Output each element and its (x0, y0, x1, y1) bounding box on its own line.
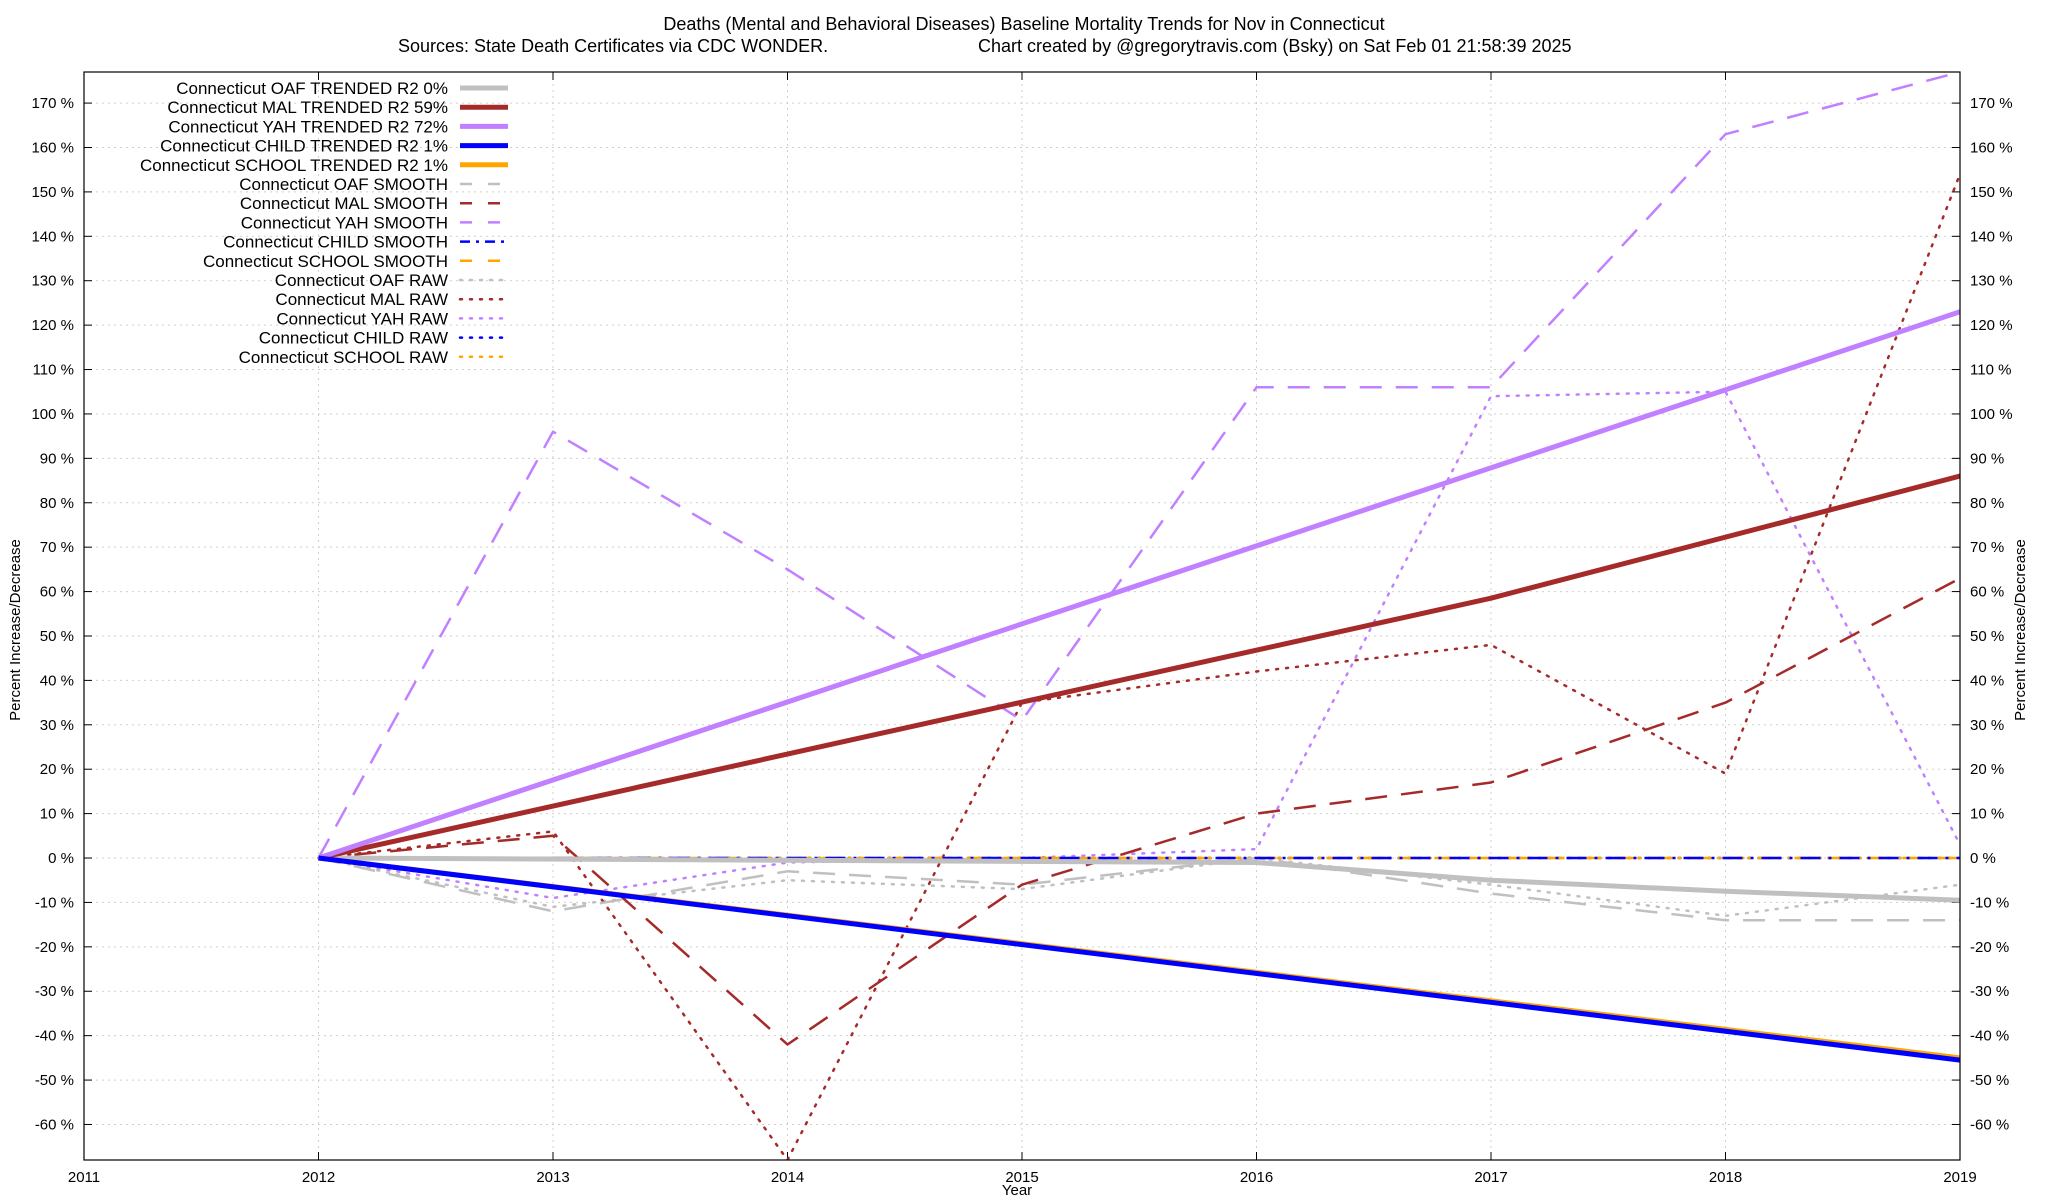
y-tick-label-right: 90 % (1970, 450, 2004, 467)
y-tick-label-left: 110 % (33, 362, 74, 379)
y-tick-label-right: 50 % (1970, 628, 2004, 645)
y-axis-label-right: Percent Increase/Decrease (2012, 539, 2029, 721)
y-tick-label-left: 170 % (31, 95, 74, 112)
legend: Connecticut OAF TRENDED R2 0%Connecticut… (140, 79, 510, 367)
series-line (317, 309, 1960, 861)
chart-subtitle-source: Sources: State Death Certificates via CD… (398, 36, 828, 56)
legend-label: Connecticut OAF RAW (275, 271, 448, 290)
series-line (317, 72, 1960, 859)
y-tick-label-right: 20 % (1970, 761, 2004, 778)
y-tick-label-right: 140 % (1970, 228, 2013, 245)
y-tick-label-right: 80 % (1970, 495, 2004, 512)
y-tick-label-left: 30 % (40, 717, 74, 734)
y-tick-label-right: 40 % (1970, 672, 2004, 689)
plot-frame (83, 71, 1961, 1161)
y-tick-label-left: 10 % (40, 806, 74, 823)
x-tick-label: 2016 (1240, 1169, 1273, 1186)
y-tick-label-left: -40 % (35, 1028, 74, 1045)
y-tick-label-left: 20 % (40, 761, 74, 778)
legend-label: Connecticut SCHOOL SMOOTH (203, 252, 448, 271)
series-line (318, 855, 1960, 903)
x-axis-label: Year (1002, 1182, 1032, 1199)
legend-label: Connecticut YAH SMOOTH (241, 213, 448, 232)
y-tick-label-left: 80 % (40, 495, 74, 512)
x-tick-label: 2012 (302, 1169, 335, 1186)
y-tick-label-left: 60 % (40, 584, 74, 601)
y-tick-label-left: -20 % (35, 939, 74, 956)
y-tick-label-left: 70 % (40, 539, 74, 556)
y-tick-label-left: 130 % (31, 273, 74, 290)
legend-label: Connecticut OAF TRENDED R2 0% (176, 79, 448, 98)
legend-label: Connecticut YAH TRENDED R2 72% (168, 117, 448, 136)
y-tick-label-left: 50 % (40, 628, 74, 645)
legend-label: Connecticut OAF SMOOTH (239, 175, 448, 194)
x-tick-label: 2019 (1943, 1169, 1976, 1186)
legend-label: Connecticut CHILD RAW (259, 329, 448, 348)
x-tick-label: 2018 (1709, 1169, 1742, 1186)
y-tick-label-right: -20 % (1970, 939, 2009, 956)
y-tick-label-right: 110 % (1970, 362, 2011, 379)
x-tick-label: 2015 (1005, 1169, 1038, 1186)
series-line (317, 856, 1960, 918)
y-tick-label-right: -30 % (1970, 983, 2009, 1000)
y-tick-label-left: -10 % (35, 894, 74, 911)
y-tick-label-right: -60 % (1970, 1116, 2009, 1133)
series-line (317, 473, 1960, 861)
y-tick-label-right: 100 % (1970, 406, 2013, 423)
chart-title: Deaths (Mental and Behavioral Diseases) … (663, 14, 1384, 34)
y-tick-label-left: 150 % (31, 184, 74, 201)
y-tick-label-right: -50 % (1970, 1072, 2009, 1089)
legend-label: Connecticut SCHOOL RAW (239, 348, 448, 367)
y-tick-label-right: 120 % (1970, 317, 2013, 334)
y-tick-label-left: -50 % (35, 1072, 74, 1089)
y-tick-label-right: 160 % (1970, 139, 2013, 156)
chart-subtitle-credit: Chart created by @gregorytravis.com (Bsk… (978, 36, 1572, 56)
legend-label: Connecticut MAL SMOOTH (240, 194, 448, 213)
y-tick-label-right: -10 % (1970, 894, 2009, 911)
y-tick-label-right: 170 % (1970, 95, 2013, 112)
x-tick-label: 2017 (1474, 1169, 1507, 1186)
x-tick-label: 2013 (536, 1169, 569, 1186)
legend-label: Connecticut CHILD SMOOTH (223, 233, 448, 252)
y-tick-label-left: 120 % (31, 317, 74, 334)
y-tick-label-right: 0 % (1970, 850, 1996, 867)
series-line (317, 390, 1960, 900)
y-tick-label-left: -60 % (35, 1116, 74, 1133)
legend-label: Connecticut YAH RAW (276, 309, 448, 328)
y-tick-label-left: 100 % (31, 406, 74, 423)
y-tick-label-left: 140 % (31, 228, 74, 245)
y-tick-label-right: 130 % (1970, 273, 2013, 290)
series-line (318, 855, 1960, 1063)
axis-ticks: 2011 2012 2013 2014 2015 2016 2017 2018 2019 -60 … (31, 72, 2013, 1186)
x-tick-label: 2014 (771, 1169, 804, 1186)
legend-label: Connecticut SCHOOL TRENDED R2 1% (140, 156, 448, 175)
y-tick-label-right: -40 % (1970, 1028, 2009, 1045)
legend-label: Connecticut CHILD TRENDED R2 1% (160, 137, 448, 156)
series-lines (317, 72, 1960, 1160)
y-tick-label-left: 90 % (40, 450, 74, 467)
legend-label: Connecticut MAL TRENDED R2 59% (167, 98, 448, 117)
y-tick-label-right: 10 % (1970, 806, 2004, 823)
x-tick-label: 2011 (68, 1169, 100, 1186)
y-tick-label-right: 150 % (1970, 184, 2013, 201)
y-tick-label-left: 0 % (48, 850, 74, 867)
legend-label: Connecticut MAL RAW (275, 290, 448, 309)
series-line (318, 577, 1960, 1046)
y-tick-label-left: 40 % (40, 672, 74, 689)
series-line (318, 856, 1960, 922)
y-axis-label-left: Percent Increase/Decrease (7, 539, 24, 721)
y-tick-label-right: 30 % (1970, 717, 2004, 734)
series-line (317, 172, 1960, 1160)
y-tick-label-left: -30 % (35, 983, 74, 1000)
y-tick-label-right: 70 % (1970, 539, 2004, 556)
y-tick-label-left: 160 % (31, 139, 74, 156)
y-tick-label-right: 60 % (1970, 584, 2004, 601)
